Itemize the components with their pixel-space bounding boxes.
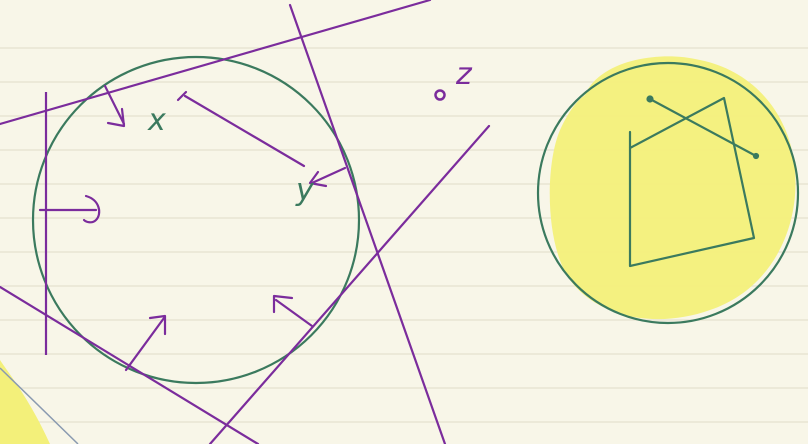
arrow-bottom-right — [272, 294, 314, 328]
arrow-bottom-left — [124, 314, 167, 372]
point-label-x: x — [147, 103, 166, 138]
right-quadrilateral — [628, 95, 760, 268]
arrow-left — [38, 194, 101, 224]
point-label-y: y — [295, 173, 315, 208]
ruled-lines — [0, 47, 808, 423]
corner-highlight — [0, 360, 79, 444]
purple-lines — [0, 0, 491, 444]
arrow-top-left — [103, 84, 126, 128]
left-circle — [31, 55, 361, 385]
point-z-dot — [434, 89, 446, 101]
point-label-z: z — [455, 57, 473, 92]
segment-xy — [176, 90, 306, 168]
yellow-highlight — [549, 56, 796, 320]
right-circle — [536, 61, 800, 325]
arrow-right — [308, 166, 347, 188]
